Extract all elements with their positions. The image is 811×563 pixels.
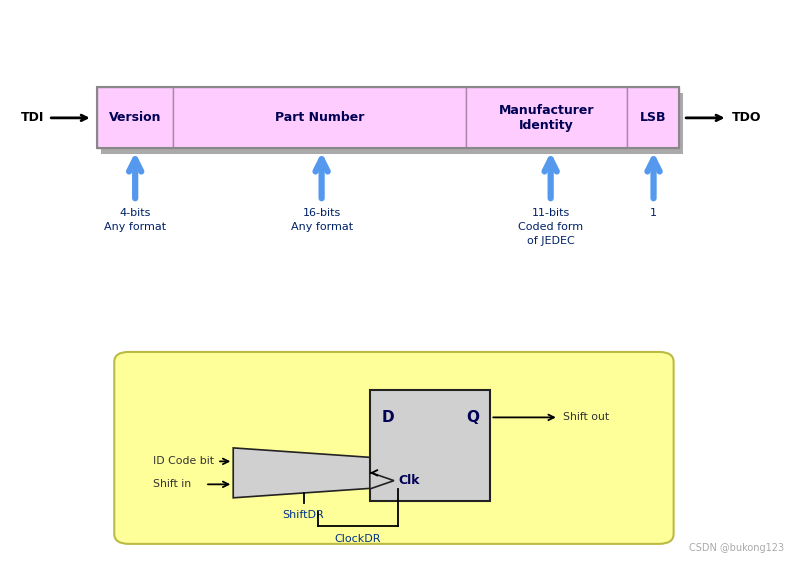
- Text: Q: Q: [466, 410, 478, 425]
- Text: D: D: [380, 410, 393, 425]
- Text: Clk: Clk: [397, 474, 419, 487]
- Bar: [626, 87, 679, 149]
- Bar: [97, 87, 173, 149]
- Polygon shape: [233, 448, 373, 498]
- Text: ClockDR: ClockDR: [334, 534, 380, 544]
- Text: Version: Version: [109, 111, 161, 124]
- Text: TDI: TDI: [21, 111, 45, 124]
- Bar: [97, 87, 679, 149]
- Text: 4-bits
Any format: 4-bits Any format: [104, 208, 166, 232]
- Text: ShiftDR: ShiftDR: [282, 510, 324, 520]
- Bar: [466, 87, 626, 149]
- Text: 1: 1: [650, 208, 656, 218]
- Text: Shift out: Shift out: [562, 412, 608, 422]
- Text: LSB: LSB: [639, 111, 666, 124]
- Text: Part Number: Part Number: [275, 111, 364, 124]
- Text: CSDN @bukong123: CSDN @bukong123: [688, 543, 783, 553]
- Text: TDO: TDO: [731, 111, 760, 124]
- FancyBboxPatch shape: [114, 352, 673, 544]
- Text: 11-bits
Coded form
of JEDEC: 11-bits Coded form of JEDEC: [517, 208, 582, 245]
- Bar: [369, 390, 490, 501]
- Bar: [101, 93, 682, 154]
- Text: ID Code bit: ID Code bit: [152, 457, 213, 466]
- Polygon shape: [369, 472, 393, 489]
- Text: Shift in: Shift in: [152, 479, 191, 489]
- Text: Manufacturer
Identity: Manufacturer Identity: [498, 104, 594, 132]
- Text: 16-bits
Any format: 16-bits Any format: [290, 208, 352, 232]
- Bar: [173, 87, 466, 149]
